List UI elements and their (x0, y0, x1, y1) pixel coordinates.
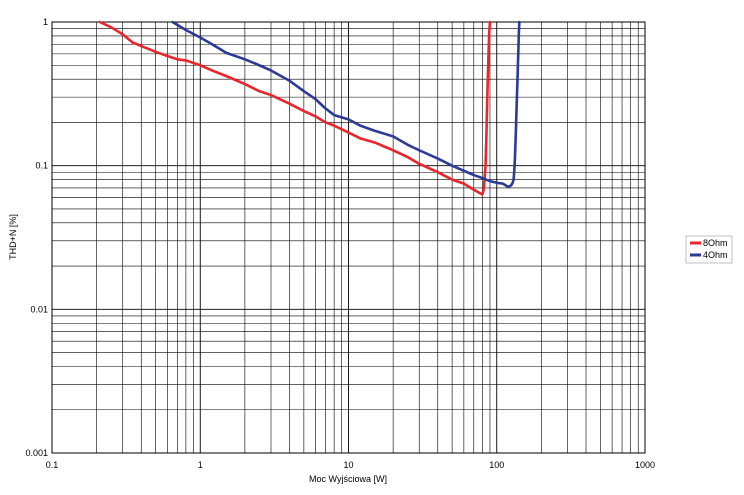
x-tick-label: 10 (343, 460, 353, 470)
y-tick-labels: 0.001 0.01 0.1 1 (25, 17, 48, 458)
series-lines (98, 20, 521, 196)
series-line-4ohm (171, 20, 521, 189)
y-tick-label: 0.1 (35, 161, 48, 171)
y-tick-label: 0.01 (30, 304, 48, 314)
series-line-8ohm (98, 20, 492, 196)
legend-box (685, 235, 733, 264)
x-tick-label: 1000 (635, 460, 655, 470)
y-tick-label: 1 (43, 17, 48, 27)
grid (52, 22, 645, 453)
x-tick-label: 100 (489, 460, 504, 470)
x-tick-label: 0.1 (46, 460, 59, 470)
legend-label-4ohm: 4Ohm (703, 250, 728, 260)
x-tick-label: 1 (198, 460, 203, 470)
x-tick-labels: 0.1 1 10 100 1000 (46, 460, 655, 470)
y-tick-label: 0.001 (25, 448, 48, 458)
legend-label-8ohm: 8Ohm (703, 238, 728, 248)
y-axis-title: THD+N [%] (8, 214, 18, 260)
x-axis-title: Moc Wyjściowa [W] (309, 474, 387, 484)
legend: 8Ohm 4Ohm (685, 235, 733, 264)
